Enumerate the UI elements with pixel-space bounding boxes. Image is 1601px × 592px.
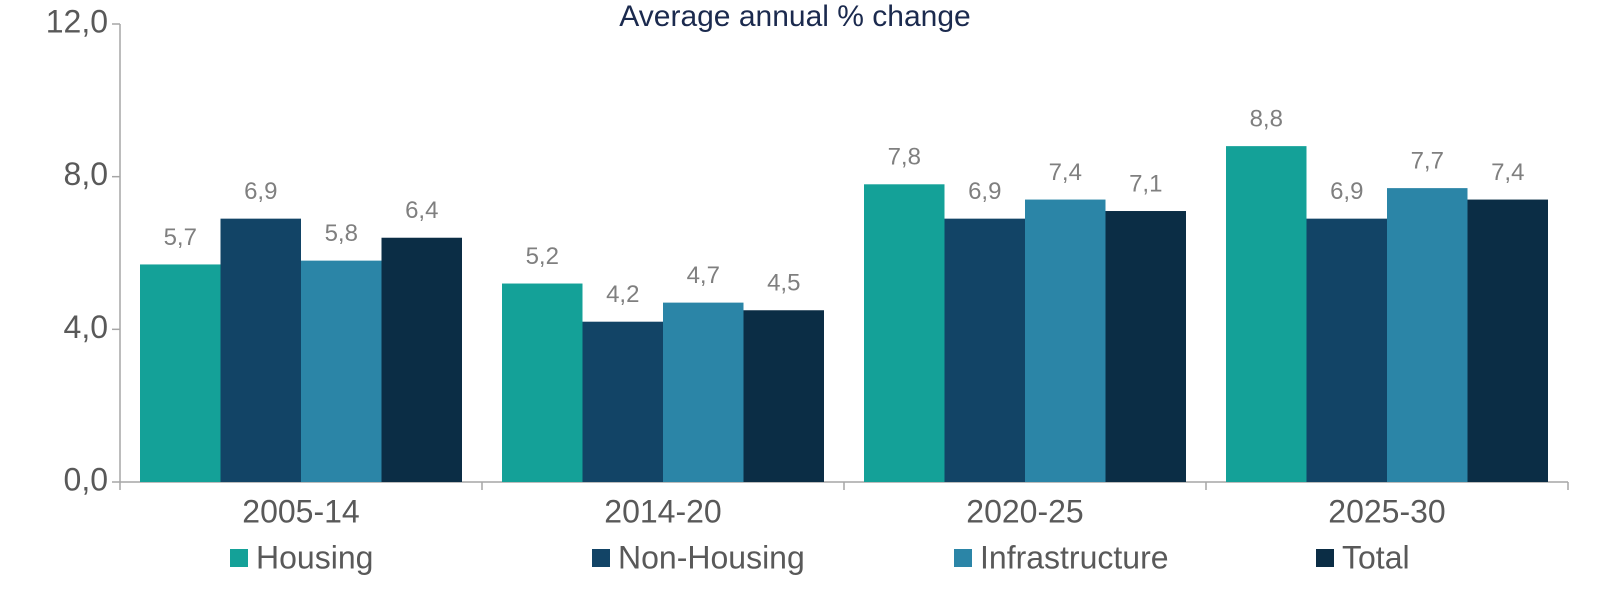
data-label: 4,2: [606, 281, 639, 308]
data-label: 7,8: [888, 144, 921, 171]
x-tick-label: 2020-25: [966, 493, 1083, 529]
data-label: 7,4: [1491, 159, 1524, 186]
bar: [502, 283, 583, 482]
legend-swatch: [1316, 549, 1334, 567]
y-tick-label: 4,0: [64, 309, 108, 345]
data-label: 5,8: [325, 220, 358, 247]
bar: [140, 264, 221, 482]
data-label: 5,7: [164, 224, 197, 251]
x-tick-label: 2025-30: [1328, 493, 1445, 529]
bar: [381, 237, 462, 482]
bar: [1105, 211, 1186, 482]
bar: [1387, 188, 1468, 482]
bar: [864, 184, 945, 483]
bar: [663, 302, 744, 482]
bar: [220, 218, 301, 482]
x-tick-label: 2014-20: [604, 493, 721, 529]
data-label: 7,1: [1129, 170, 1162, 197]
bar: [1467, 199, 1548, 483]
bar: [1306, 218, 1387, 482]
bar: [944, 218, 1025, 482]
bar: [743, 310, 824, 482]
bar: [1226, 146, 1307, 482]
data-label: 6,4: [405, 197, 438, 224]
y-tick-label: 0,0: [64, 461, 108, 497]
bar: [1025, 199, 1106, 483]
legend-swatch: [592, 549, 610, 567]
data-label: 7,4: [1049, 159, 1082, 186]
data-label: 6,9: [244, 178, 277, 205]
bar: [301, 260, 382, 482]
legend-swatch: [954, 549, 972, 567]
x-tick-label: 2005-14: [242, 493, 359, 529]
legend-swatch: [230, 549, 248, 567]
data-label: 6,9: [968, 178, 1001, 205]
y-tick-label: 8,0: [64, 156, 108, 192]
data-label: 6,9: [1330, 178, 1363, 205]
data-label: 4,7: [687, 262, 720, 289]
chart-title: Average annual % change: [619, 0, 970, 33]
data-label: 7,7: [1411, 147, 1444, 174]
legend-label: Infrastructure: [980, 539, 1169, 575]
data-label: 5,2: [526, 243, 559, 270]
legend-label: Total: [1342, 539, 1410, 575]
data-label: 8,8: [1250, 105, 1283, 132]
legend-label: Housing: [256, 539, 373, 575]
y-tick-label: 12,0: [46, 3, 108, 39]
bar: [582, 321, 663, 482]
data-label: 4,5: [767, 270, 800, 297]
legend-label: Non-Housing: [618, 539, 805, 575]
